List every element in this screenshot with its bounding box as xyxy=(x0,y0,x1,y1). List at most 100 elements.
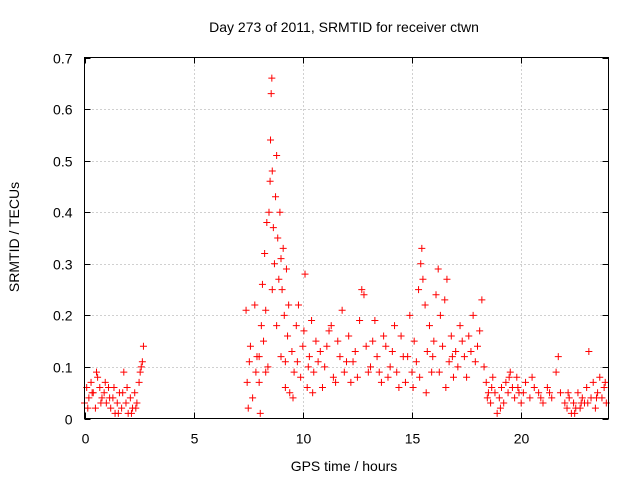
data-point xyxy=(548,394,556,402)
data-point xyxy=(584,399,592,407)
data-point xyxy=(293,358,301,366)
data-point xyxy=(251,301,259,309)
data-point xyxy=(574,389,582,397)
data-point xyxy=(406,311,414,319)
data-point xyxy=(418,244,426,252)
data-point xyxy=(571,409,579,417)
data-point xyxy=(255,378,263,386)
data-point xyxy=(397,332,405,340)
data-point xyxy=(119,389,127,397)
y-tick-label: 0.2 xyxy=(53,308,73,324)
data-point xyxy=(292,322,300,330)
data-point xyxy=(84,404,92,412)
data-point xyxy=(113,399,121,407)
data-point xyxy=(491,389,499,397)
data-point xyxy=(277,255,285,263)
y-tick-label: 0.3 xyxy=(53,257,73,273)
data-point xyxy=(480,363,488,371)
data-point xyxy=(428,368,436,376)
data-point xyxy=(441,296,449,304)
data-point xyxy=(408,368,416,376)
data-point xyxy=(301,270,309,278)
data-point xyxy=(425,322,433,330)
data-point xyxy=(284,332,292,340)
y-tick-label: 0 xyxy=(65,412,73,428)
data-point xyxy=(369,337,377,345)
data-point xyxy=(478,296,486,304)
data-point xyxy=(565,394,573,402)
data-point xyxy=(539,399,547,407)
grid-lines xyxy=(84,57,609,419)
data-point xyxy=(309,389,317,397)
data-point xyxy=(463,373,471,381)
data-point xyxy=(415,286,423,294)
data-point xyxy=(273,151,281,159)
data-point xyxy=(401,378,409,386)
data-point xyxy=(268,74,276,82)
data-point xyxy=(537,394,545,402)
data-point xyxy=(452,347,460,355)
data-point xyxy=(264,363,272,371)
data-point xyxy=(358,286,366,294)
data-point xyxy=(273,322,281,330)
data-point xyxy=(256,409,264,417)
data-point xyxy=(360,291,368,299)
y-tick-label: 0.7 xyxy=(53,51,73,67)
data-point xyxy=(131,389,139,397)
data-point xyxy=(585,347,593,355)
data-point xyxy=(388,347,396,355)
data-point xyxy=(133,399,141,407)
data-point xyxy=(300,327,308,335)
data-point xyxy=(120,368,128,376)
data-point xyxy=(351,347,359,355)
data-point xyxy=(316,347,324,355)
data-point xyxy=(476,327,484,335)
y-axis-label: SRMTID / TECUs xyxy=(6,182,22,292)
data-point xyxy=(267,90,275,98)
data-point xyxy=(132,404,140,412)
data-point xyxy=(594,389,602,397)
data-point xyxy=(136,368,144,376)
data-point xyxy=(578,394,586,402)
data-point xyxy=(329,373,337,381)
data-point xyxy=(502,378,510,386)
data-point xyxy=(422,389,430,397)
data-point xyxy=(123,384,131,392)
data-point xyxy=(347,378,355,386)
data-point xyxy=(255,353,263,361)
data-point xyxy=(471,358,479,366)
data-point xyxy=(122,399,130,407)
data-point xyxy=(445,358,453,366)
data-point xyxy=(500,399,508,407)
data-point xyxy=(127,409,135,417)
data-point xyxy=(98,394,106,402)
data-point xyxy=(483,394,491,402)
data-point xyxy=(286,389,294,397)
data-point xyxy=(576,404,584,412)
data-point xyxy=(97,399,105,407)
data-point xyxy=(589,378,597,386)
data-point xyxy=(563,404,571,412)
y-tick-label: 0.5 xyxy=(53,154,73,170)
data-point xyxy=(583,384,591,392)
data-point xyxy=(484,389,492,397)
data-point xyxy=(395,384,403,392)
data-point xyxy=(429,353,437,361)
data-point xyxy=(564,389,572,397)
data-point xyxy=(495,394,503,402)
data-point xyxy=(375,368,383,376)
data-point xyxy=(526,394,534,402)
data-point xyxy=(517,399,525,407)
data-point xyxy=(297,373,305,381)
data-point xyxy=(281,358,289,366)
data-point xyxy=(246,342,254,350)
data-point xyxy=(336,353,344,361)
data-point xyxy=(100,389,108,397)
data-point xyxy=(353,373,361,381)
data-point xyxy=(280,311,288,319)
data-point xyxy=(596,373,604,381)
data-point xyxy=(258,280,266,288)
data-point xyxy=(514,384,522,392)
data-point xyxy=(277,353,285,361)
